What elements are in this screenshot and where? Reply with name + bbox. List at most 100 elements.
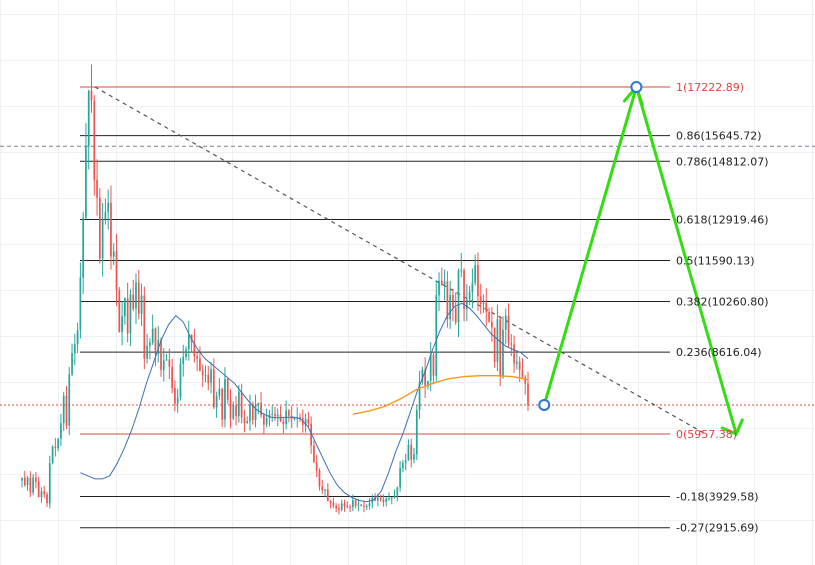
moving-averages (80, 302, 529, 503)
candle-body (37, 481, 40, 498)
candle-body (76, 330, 79, 345)
candle-body (196, 356, 199, 359)
candle-body (465, 299, 468, 309)
candle-body (71, 353, 73, 375)
candle-body (310, 423, 313, 446)
candle-body (199, 358, 201, 371)
projection-layer[interactable] (538, 81, 744, 436)
candle-body (324, 489, 326, 491)
candle-body (54, 446, 57, 449)
candle-body (162, 360, 165, 370)
fib-level-label: 0(5957.38) (676, 428, 737, 441)
candle-body (485, 302, 488, 312)
candle-body (435, 295, 438, 376)
candle-body (257, 402, 260, 405)
candle-body (85, 146, 87, 218)
candle-body (452, 295, 454, 308)
candle-body (240, 391, 243, 418)
candle-body (265, 417, 268, 425)
candle-body (527, 383, 529, 405)
candle-body (390, 497, 393, 499)
fib-level-label: 1(17222.89) (676, 81, 744, 94)
candle-body (418, 381, 421, 411)
candle-body (399, 468, 401, 488)
fib-level-label: 0.382(10260.80) (676, 295, 769, 308)
candle-body (407, 444, 410, 461)
candle-body (304, 419, 307, 425)
candle-body (243, 417, 246, 424)
candle-body (463, 270, 465, 309)
candle-body (513, 344, 515, 364)
candle-body (443, 281, 446, 285)
descending-trendline[interactable] (94, 86, 706, 435)
candle-body (124, 298, 126, 317)
candle-body (357, 504, 360, 506)
candle-body (107, 202, 110, 213)
candle-body (143, 295, 146, 359)
candle-body (263, 415, 265, 425)
candle-body (365, 505, 368, 507)
candle-body (185, 349, 187, 357)
candle-body (32, 477, 34, 493)
candle-body (271, 413, 274, 415)
candle-body (215, 395, 218, 408)
ma-slow-line (352, 375, 529, 415)
candle-body (254, 404, 257, 421)
candle-body (251, 404, 254, 421)
candle-body (329, 501, 332, 503)
fib-level-label: 0.618(12919.46) (676, 214, 769, 227)
candle-body (360, 504, 363, 506)
candle-body (132, 294, 135, 309)
candle-body (438, 280, 440, 296)
fib-level-label: 0.86(15645.72) (676, 130, 762, 143)
candle-body (93, 100, 96, 180)
candlestick-series (21, 64, 529, 515)
candle-body (449, 295, 452, 320)
candle-body (157, 339, 160, 355)
candle-body (432, 355, 435, 376)
candle-body (65, 395, 68, 426)
candle-body (179, 363, 182, 398)
candle-body (115, 251, 118, 291)
candle-body (404, 460, 407, 463)
trendline-layer[interactable] (94, 86, 706, 435)
candle-body (377, 497, 379, 501)
candle-body (368, 503, 371, 506)
fibonacci-labels: 1(17222.89) 0.86(15645.72) 0.786(14812.07)… (676, 81, 769, 535)
candle-body (413, 454, 415, 460)
candle-body (218, 388, 221, 396)
candle-body (293, 417, 296, 420)
candle-body (87, 90, 90, 147)
candle-body (101, 219, 104, 259)
candle-body (165, 359, 168, 361)
candle-body (151, 328, 154, 343)
candle-body (429, 355, 432, 381)
candle-body (168, 359, 171, 367)
candle-body (343, 503, 346, 506)
projection-handle-start[interactable] (538, 398, 551, 411)
candle-body (126, 298, 129, 334)
candle-body (118, 290, 121, 332)
candle-body (62, 395, 65, 424)
candle-body (460, 270, 463, 272)
candle-body (474, 265, 477, 283)
candle-body (235, 405, 237, 417)
candle-body (379, 497, 382, 500)
candle-body (340, 503, 343, 510)
candle-body (363, 505, 365, 507)
projection-handle-peak[interactable] (630, 81, 643, 93)
fibonacci-levels[interactable] (80, 86, 670, 529)
candle-body (212, 369, 215, 408)
candle-body (335, 505, 338, 509)
candle-body (104, 212, 107, 220)
candle-body (402, 462, 404, 469)
candle-body (187, 334, 190, 350)
candle-body (488, 311, 490, 322)
candle-body (415, 410, 418, 455)
candle-body (35, 477, 37, 482)
candle-body (510, 343, 513, 345)
candle-body (154, 328, 157, 355)
candle-body (427, 380, 429, 387)
candle-body (79, 277, 82, 331)
